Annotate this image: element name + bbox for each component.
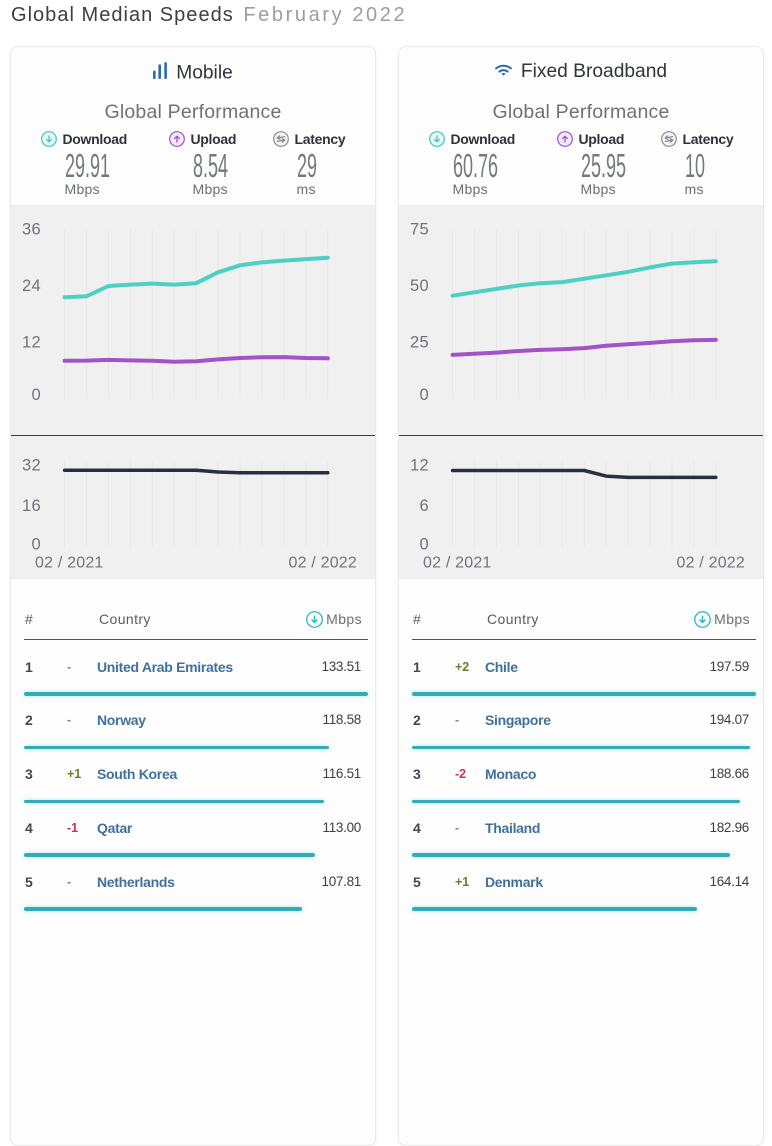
svg-text:16: 16 bbox=[22, 497, 41, 515]
svg-text:02 / 2022: 02 / 2022 bbox=[288, 555, 357, 572]
svg-text:02 / 2021: 02 / 2021 bbox=[423, 555, 492, 572]
svg-text:0: 0 bbox=[32, 536, 41, 554]
svg-text:12: 12 bbox=[22, 334, 41, 352]
svg-text:25: 25 bbox=[410, 334, 429, 352]
svg-text:0: 0 bbox=[420, 386, 429, 404]
svg-text:75: 75 bbox=[410, 221, 429, 239]
svg-text:02 / 2021: 02 / 2021 bbox=[35, 555, 104, 572]
svg-text:36: 36 bbox=[22, 221, 41, 239]
svg-text:50: 50 bbox=[410, 277, 429, 295]
svg-text:12: 12 bbox=[410, 457, 429, 475]
svg-text:0: 0 bbox=[32, 386, 41, 404]
svg-text:32: 32 bbox=[22, 457, 41, 475]
svg-text:02 / 2022: 02 / 2022 bbox=[676, 555, 745, 572]
svg-text:0: 0 bbox=[420, 536, 429, 554]
svg-text:24: 24 bbox=[22, 277, 41, 295]
svg-text:6: 6 bbox=[420, 497, 429, 515]
